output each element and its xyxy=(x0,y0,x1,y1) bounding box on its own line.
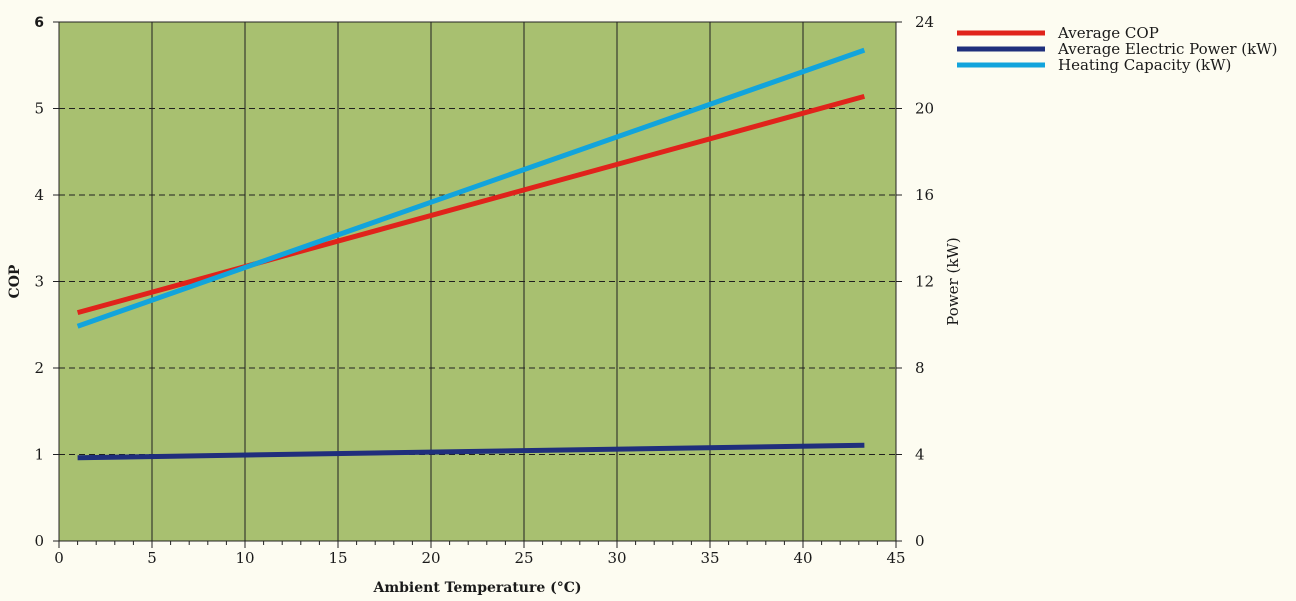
x-tick-label: 15 xyxy=(328,549,347,567)
y2-tick-label: 16 xyxy=(915,186,934,204)
x-tick-label: 10 xyxy=(235,549,254,567)
x-tick-label: 20 xyxy=(421,549,440,567)
x-tick-label: 0 xyxy=(54,549,64,567)
x-tick-label: 35 xyxy=(700,549,719,567)
x-tick-label: 45 xyxy=(886,549,905,567)
y-axis-title: COP xyxy=(7,264,23,298)
y-tick-label: 4 xyxy=(34,186,44,204)
y2-tick-label: 0 xyxy=(915,532,925,550)
y2-tick-label: 24 xyxy=(915,13,934,31)
y2-tick-label: 8 xyxy=(915,359,925,377)
y-tick-label: 6 xyxy=(34,15,44,31)
y-tick-label: 5 xyxy=(34,100,44,118)
series-line-3 xyxy=(76,47,866,329)
series-line-1 xyxy=(76,93,866,316)
y-tick-label: 1 xyxy=(34,446,44,464)
y-tick-label: 3 xyxy=(34,273,44,291)
series-line-2 xyxy=(77,442,865,461)
y2-axis-title: Power (kW) xyxy=(944,237,962,325)
legend-label: Average COP xyxy=(1057,24,1159,42)
y2-tick-label: 4 xyxy=(915,446,925,464)
x-tick-label: 40 xyxy=(793,549,812,567)
y2-tick-label: 12 xyxy=(915,273,934,291)
x-tick-label: 5 xyxy=(147,549,157,567)
y2-tick-label: 20 xyxy=(915,100,934,118)
grid xyxy=(59,22,896,541)
series-layer xyxy=(76,47,866,461)
x-axis-title: Ambient Temperature (°C) xyxy=(372,580,581,596)
x-tick-label: 25 xyxy=(514,549,533,567)
x-tick-label: 30 xyxy=(607,549,626,567)
y-tick-label: 2 xyxy=(34,359,44,377)
legend-label: Heating Capacity (kW) xyxy=(1058,56,1231,74)
legend-label: Average Electric Power (kW) xyxy=(1057,40,1278,58)
y-tick-label: 0 xyxy=(34,532,44,550)
